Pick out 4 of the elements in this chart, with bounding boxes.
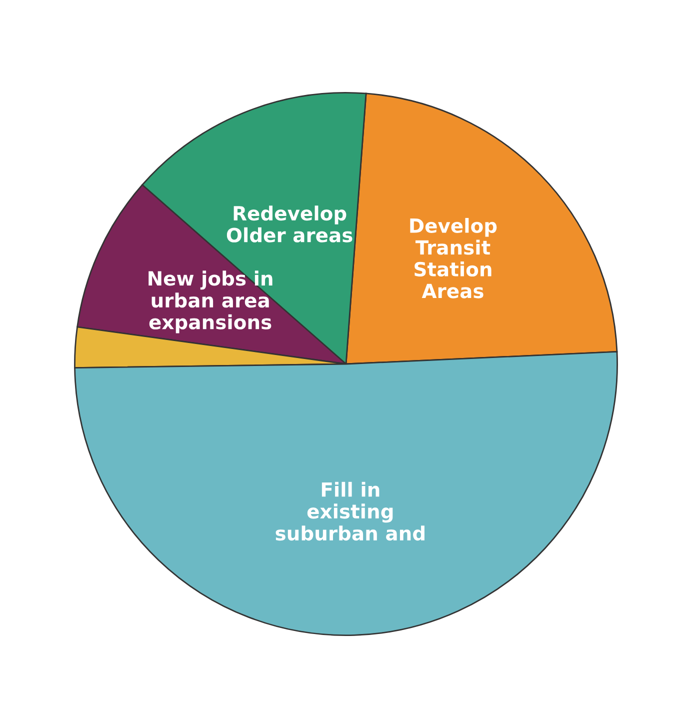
slice-label: New jobs in urban area expansions: [148, 270, 272, 334]
slice-label: Redevelop Older areas: [226, 206, 352, 242]
slice-label: Develop Transit Station Areas: [410, 218, 497, 298]
slice-label: Fill in existing suburban and: [276, 482, 424, 541]
